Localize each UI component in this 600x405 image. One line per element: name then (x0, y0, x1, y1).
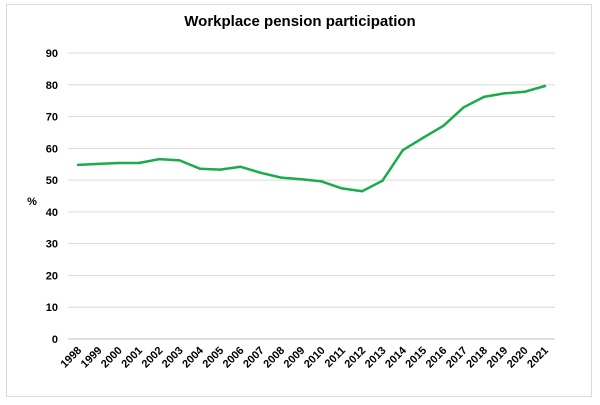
y-tick-label: 50 (46, 175, 58, 187)
x-tick-labels: 1998199920002001200220032004200520062007… (58, 344, 551, 370)
y-tick-label: 60 (46, 143, 58, 155)
y-tick-label: 90 (46, 48, 58, 60)
x-tick-label: 2015 (403, 345, 429, 371)
data-point (137, 161, 141, 165)
data-point (279, 176, 283, 179)
x-tick-label: 2002 (140, 345, 166, 371)
gridlines (68, 52, 555, 308)
data-point (523, 90, 526, 93)
data-point (381, 179, 384, 182)
series-line-0 (76, 84, 547, 193)
y-tick-labels: 0 10 20 30 40 50 60 70 80 90 (46, 48, 58, 346)
x-tick-label: 2004 (180, 344, 206, 370)
x-tick-label: 2008 (261, 345, 287, 371)
data-point (421, 136, 425, 140)
x-tick-label: 2013 (363, 345, 389, 371)
chart-title: Workplace pension participation (184, 13, 416, 30)
data-point (442, 124, 445, 127)
x-tick-label: 2009 (282, 345, 308, 371)
y-tick-label: 10 (46, 302, 58, 314)
chart-frame (6, 4, 592, 397)
data-point (320, 180, 323, 183)
data-point (158, 157, 161, 161)
data-point (401, 149, 405, 152)
x-tick-label: 2000 (99, 345, 125, 371)
data-point (97, 162, 100, 166)
series (76, 84, 547, 193)
y-axis-label: % (27, 196, 37, 208)
x-tick-label: 2005 (201, 345, 227, 371)
y-tick-label: 70 (46, 112, 58, 124)
data-point (361, 190, 364, 193)
data-point (340, 187, 344, 190)
x-tick-label: 2001 (119, 345, 145, 371)
x-tick-label: 2011 (323, 345, 348, 370)
data-point (503, 92, 506, 95)
data-point (259, 171, 262, 175)
data-point (218, 168, 222, 171)
data-point (178, 159, 181, 162)
x-tick-label: 2017 (444, 345, 470, 371)
data-point (300, 177, 303, 181)
data-point (482, 95, 486, 99)
x-tick-label: 2014 (383, 344, 409, 370)
x-tick-label: 1998 (58, 345, 84, 371)
x-tick-label: 2007 (241, 345, 267, 371)
x-tick-label: 2018 (464, 345, 490, 371)
data-point (462, 106, 465, 109)
x-tick-label: 1999 (79, 345, 105, 371)
y-tick-label: 0 (52, 334, 58, 346)
y-tick-label: 40 (46, 207, 58, 219)
y-tick-label: 80 (46, 80, 58, 92)
x-tick-label: 2016 (424, 345, 450, 371)
x-tick-label: 2019 (485, 345, 511, 371)
data-point (117, 161, 120, 165)
x-tick-label: 2012 (343, 345, 369, 371)
data-point (543, 84, 547, 88)
data-point (76, 163, 80, 167)
x-tick-label: 2003 (160, 345, 186, 371)
x-tick-label: 2020 (505, 345, 531, 371)
data-point (198, 167, 202, 170)
y-tick-label: 30 (46, 239, 58, 251)
x-tick-label: 2006 (221, 345, 247, 371)
y-tick-label: 20 (46, 270, 58, 282)
x-tick-label: 2021 (525, 345, 551, 371)
data-point (239, 165, 242, 168)
x-tick-label: 2010 (302, 345, 328, 371)
